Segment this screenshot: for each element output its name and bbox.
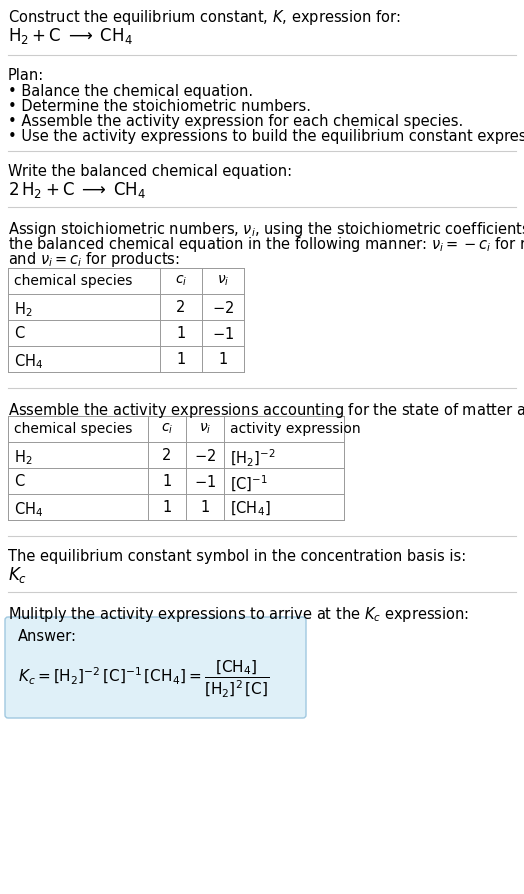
Text: and $\nu_i = c_i$ for products:: and $\nu_i = c_i$ for products: <box>8 249 180 269</box>
Text: chemical species: chemical species <box>14 422 133 435</box>
Text: $\mathrm{H_2}$: $\mathrm{H_2}$ <box>14 448 32 466</box>
Text: 1: 1 <box>177 351 185 367</box>
Text: 1: 1 <box>219 351 227 367</box>
Text: 1: 1 <box>162 474 172 488</box>
Text: 1: 1 <box>177 325 185 341</box>
Text: Plan:: Plan: <box>8 68 44 83</box>
Text: Construct the equilibrium constant, $K$, expression for:: Construct the equilibrium constant, $K$,… <box>8 8 401 27</box>
Text: $-1$: $-1$ <box>212 325 234 342</box>
Text: $\mathrm{CH_4}$: $\mathrm{CH_4}$ <box>14 500 43 519</box>
Text: $\nu_i$: $\nu_i$ <box>199 422 211 436</box>
Text: Assemble the activity expressions accounting for the state of matter and $\nu_i$: Assemble the activity expressions accoun… <box>8 401 524 419</box>
Text: $\mathrm{H_2 + C \;\longrightarrow\; CH_4}$: $\mathrm{H_2 + C \;\longrightarrow\; CH_… <box>8 26 133 46</box>
Text: • Balance the chemical equation.: • Balance the chemical equation. <box>8 84 253 99</box>
Text: 2: 2 <box>176 299 185 315</box>
Text: $\nu_i$: $\nu_i$ <box>217 274 229 288</box>
Text: Write the balanced chemical equation:: Write the balanced chemical equation: <box>8 164 292 179</box>
FancyBboxPatch shape <box>5 618 306 718</box>
Text: 2: 2 <box>162 448 172 462</box>
Text: C: C <box>14 474 24 488</box>
Text: the balanced chemical equation in the following manner: $\nu_i = -c_i$ for react: the balanced chemical equation in the fo… <box>8 235 524 254</box>
Text: $\mathrm{CH_4}$: $\mathrm{CH_4}$ <box>14 351 43 370</box>
Text: chemical species: chemical species <box>14 274 133 288</box>
Text: 1: 1 <box>162 500 172 514</box>
Text: 1: 1 <box>200 500 210 514</box>
Text: $c_i$: $c_i$ <box>161 422 173 436</box>
Text: Assign stoichiometric numbers, $\nu_i$, using the stoichiometric coefficients, $: Assign stoichiometric numbers, $\nu_i$, … <box>8 220 524 239</box>
Text: $-1$: $-1$ <box>194 474 216 489</box>
Text: • Assemble the activity expression for each chemical species.: • Assemble the activity expression for e… <box>8 114 463 129</box>
Text: $\mathrm{H_2}$: $\mathrm{H_2}$ <box>14 299 32 318</box>
Text: Mulitply the activity expressions to arrive at the $K_c$ expression:: Mulitply the activity expressions to arr… <box>8 604 469 623</box>
Text: $[\mathrm{C}]^{-1}$: $[\mathrm{C}]^{-1}$ <box>230 474 268 493</box>
Text: $K_c$: $K_c$ <box>8 564 27 585</box>
Text: $c_i$: $c_i$ <box>175 274 187 288</box>
Text: $\mathrm{2\,H_2 + C \;\longrightarrow\; CH_4}$: $\mathrm{2\,H_2 + C \;\longrightarrow\; … <box>8 180 146 199</box>
Text: $[\mathrm{H_2}]^{-2}$: $[\mathrm{H_2}]^{-2}$ <box>230 448 276 468</box>
Text: $-2$: $-2$ <box>212 299 234 316</box>
Text: activity expression: activity expression <box>230 422 361 435</box>
Text: $K_c = [\mathrm{H_2}]^{-2}\,[\mathrm{C}]^{-1}\,[\mathrm{CH_4}] = \dfrac{[\mathrm: $K_c = [\mathrm{H_2}]^{-2}\,[\mathrm{C}]… <box>18 658 269 698</box>
Text: $[\mathrm{CH_4}]$: $[\mathrm{CH_4}]$ <box>230 500 270 518</box>
Text: $-2$: $-2$ <box>194 448 216 463</box>
Text: The equilibrium constant symbol in the concentration basis is:: The equilibrium constant symbol in the c… <box>8 548 466 563</box>
Text: • Use the activity expressions to build the equilibrium constant expression.: • Use the activity expressions to build … <box>8 129 524 144</box>
Text: Answer:: Answer: <box>18 628 77 644</box>
Text: C: C <box>14 325 24 341</box>
Text: • Determine the stoichiometric numbers.: • Determine the stoichiometric numbers. <box>8 99 311 114</box>
